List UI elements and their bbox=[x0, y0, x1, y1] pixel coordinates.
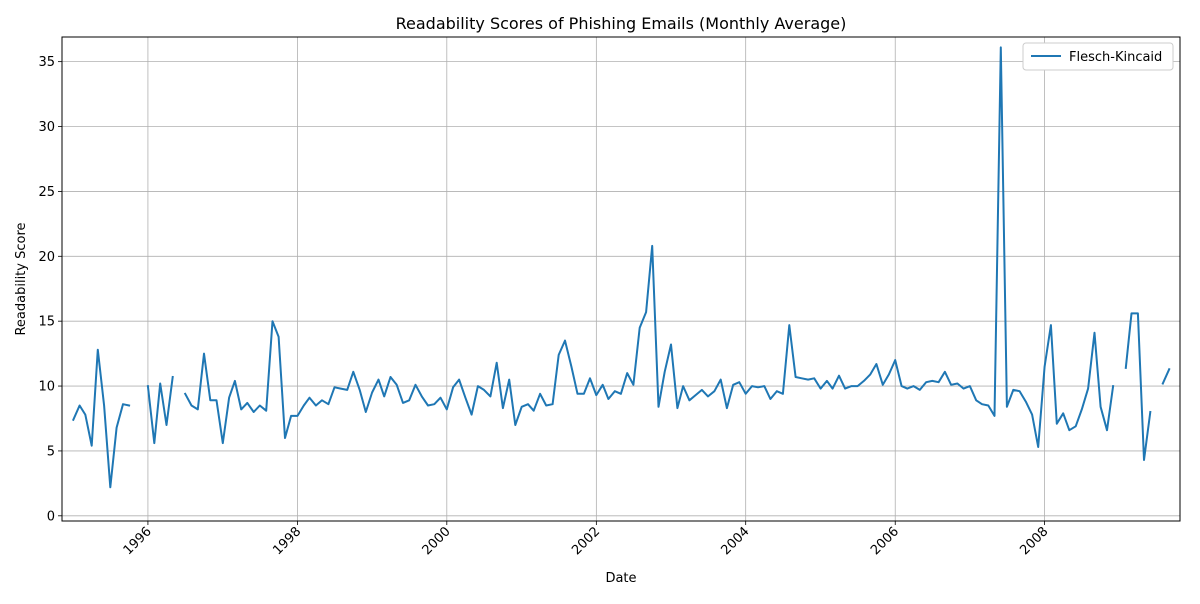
y-tick-label: 15 bbox=[38, 315, 55, 330]
series-layer bbox=[71, 46, 1171, 489]
y-tick-label: 0 bbox=[47, 509, 55, 524]
grid bbox=[62, 37, 1180, 521]
legend-box bbox=[1022, 42, 1174, 71]
legend: Flesch-Kincaid bbox=[1022, 42, 1174, 71]
chart-title: Readability Scores of Phishing Emails (M… bbox=[396, 14, 847, 33]
y-tick-label: 20 bbox=[38, 250, 55, 265]
y-tick-label: 5 bbox=[47, 444, 55, 459]
y-axis: 0 5 10 15 20 25 30 35 bbox=[38, 55, 62, 524]
plot-frame bbox=[61, 36, 1181, 522]
y-axis-label: Readability Score bbox=[14, 222, 29, 335]
series-line bbox=[71, 46, 1171, 489]
y-tick-label: 30 bbox=[38, 120, 55, 135]
x-axis-label: Date bbox=[605, 571, 636, 586]
y-tick-label: 10 bbox=[38, 380, 55, 395]
y-tick-label: 25 bbox=[38, 185, 55, 200]
y-tick-label: 35 bbox=[38, 55, 55, 70]
legend-label: Flesch-Kincaid bbox=[1069, 50, 1162, 65]
